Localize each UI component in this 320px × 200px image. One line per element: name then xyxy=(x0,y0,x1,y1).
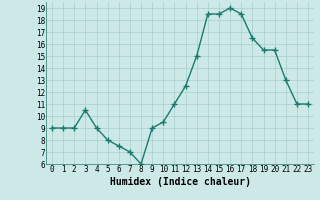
X-axis label: Humidex (Indice chaleur): Humidex (Indice chaleur) xyxy=(109,177,251,187)
